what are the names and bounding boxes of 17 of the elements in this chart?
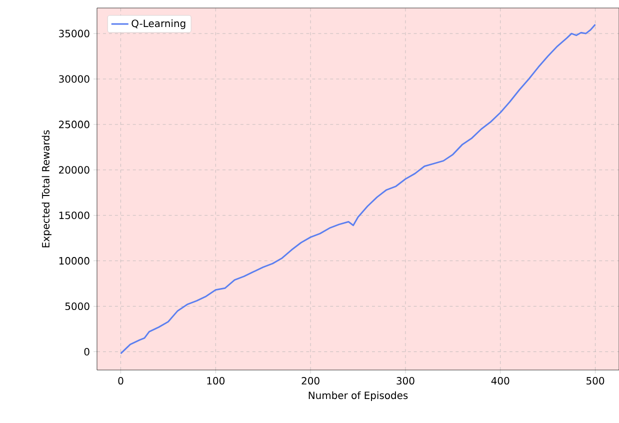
x-tick-label: 400: [491, 377, 510, 385]
y-tick-label: 20000: [59, 166, 90, 174]
y-tick-label: 0: [84, 348, 90, 356]
y-tick-label: 5000: [65, 302, 90, 310]
y-axis-title: Expected Total Rewards: [42, 130, 52, 248]
legend-label: Q-Learning: [132, 19, 186, 30]
x-tick-label: 300: [396, 377, 414, 385]
x-tick-label: 500: [586, 377, 604, 385]
y-tick-label: 30000: [59, 75, 90, 83]
y-tick-label: 15000: [59, 212, 90, 220]
x-tick-label: 0: [118, 377, 124, 385]
y-tick-label: 10000: [59, 257, 90, 265]
y-tick-label: 35000: [59, 30, 90, 38]
x-tick-label: 200: [302, 377, 320, 385]
x-tick-label: 100: [207, 377, 224, 385]
x-axis-title: Number of Episodes: [308, 391, 408, 402]
y-tick-label: 25000: [59, 120, 90, 128]
